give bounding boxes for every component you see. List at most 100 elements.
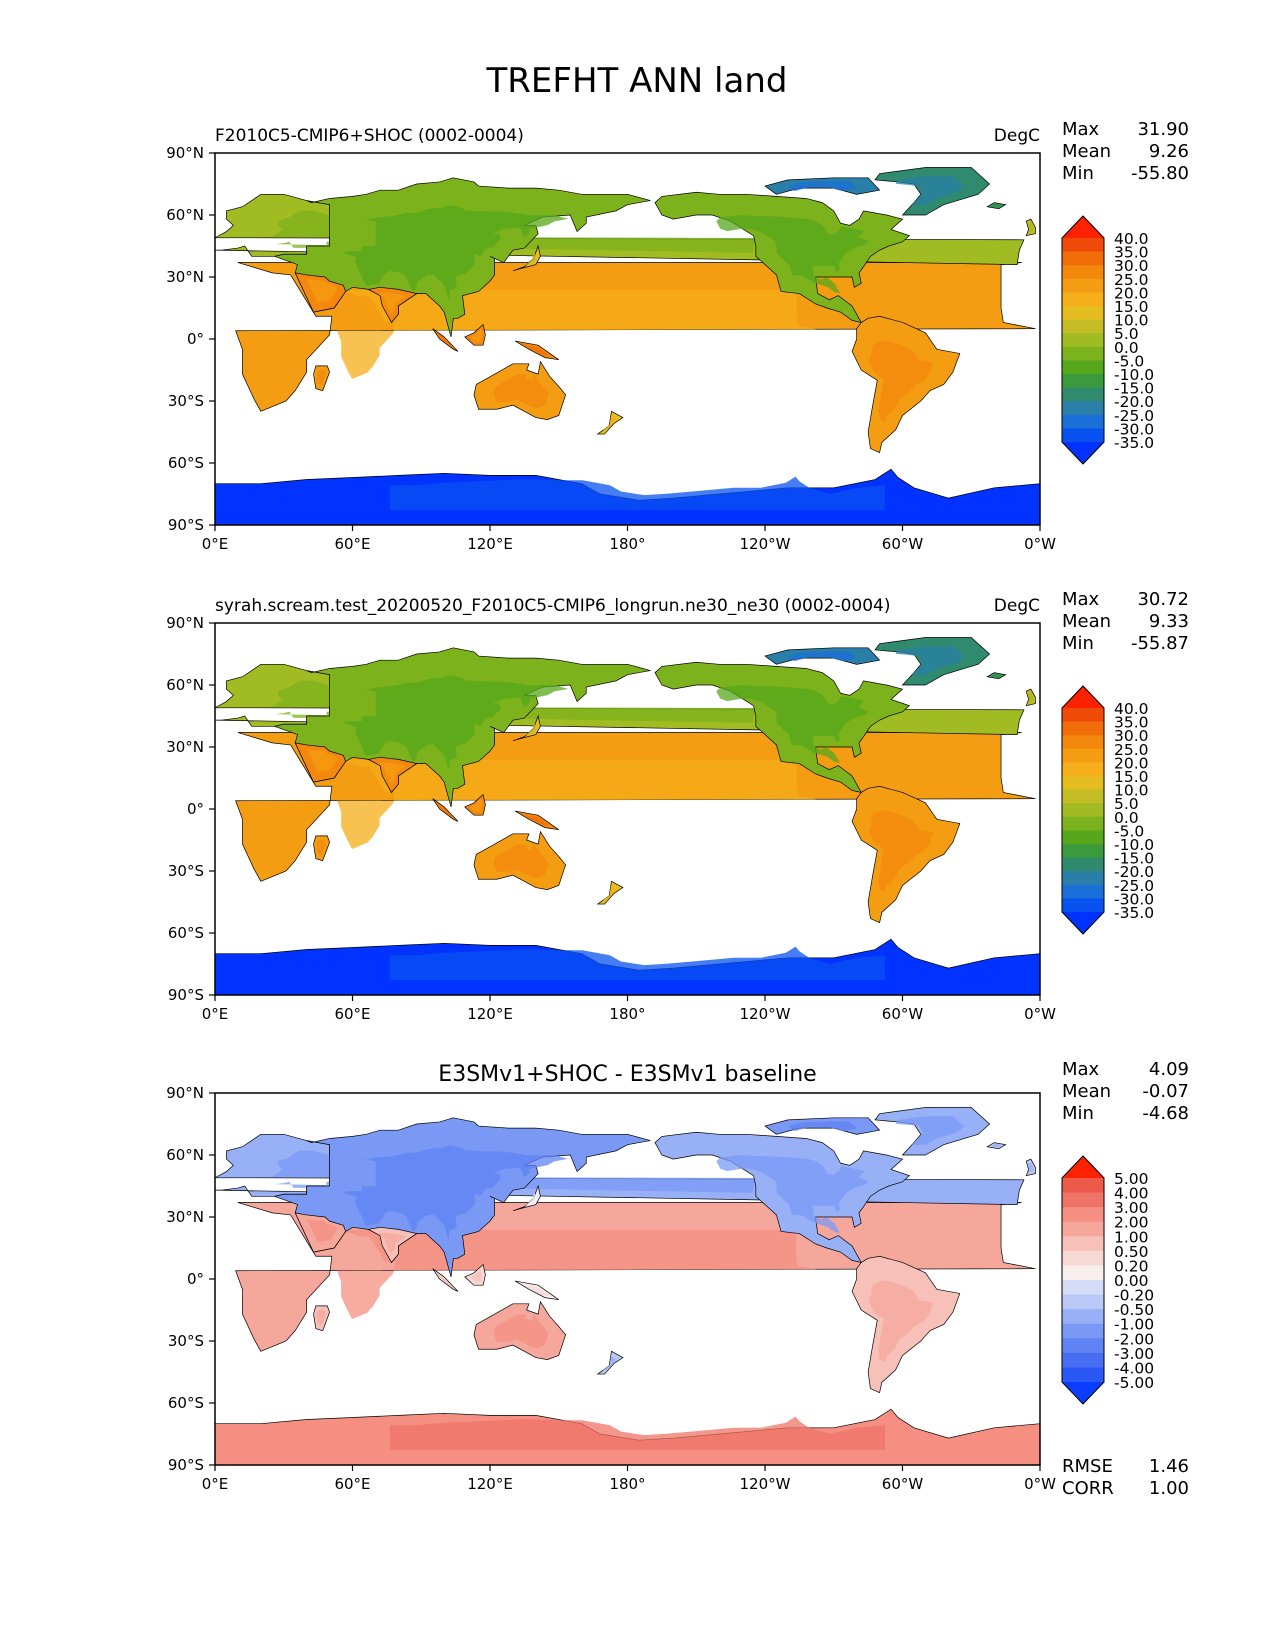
colorbar-tick-label: -35.0 [1114, 904, 1154, 922]
stat-label: Max [1062, 1059, 1100, 1080]
lon-tick-label: 120°E [467, 535, 513, 553]
lon-tick-label: 0°E [202, 535, 229, 553]
stat-value: 9.33 [1149, 611, 1189, 632]
lat-tick-label: 60°S [168, 1394, 204, 1412]
contour-band [389, 476, 885, 511]
contour-band [895, 176, 965, 205]
colorbar-tick-label: 40.0 [1114, 700, 1149, 718]
colorbar-segment [1062, 884, 1104, 899]
colorbar-tick-label: 5.0 [1114, 795, 1139, 813]
colorbar-tick-label: -10.0 [1114, 366, 1154, 384]
colorbar-segment [1062, 1280, 1104, 1296]
contour-band [342, 205, 569, 301]
colorbar-segment [1062, 265, 1104, 280]
colorbar-segment [1062, 735, 1104, 750]
colorbar-segment [1062, 816, 1104, 831]
colorbar-tick-label: 35.0 [1114, 714, 1149, 732]
contour-band [306, 278, 338, 303]
contour-band [493, 373, 549, 409]
contour-band [716, 1155, 869, 1234]
contour-band [895, 1116, 965, 1145]
stat-value: -0.07 [1142, 1081, 1189, 1102]
colorbar-tick-label: -30.0 [1114, 420, 1154, 438]
metric-label: CORR [1062, 1478, 1114, 1499]
colorbar-extend-min [1062, 1382, 1104, 1404]
lat-tick-label: 90°S [168, 1456, 204, 1474]
colorbar-tick-label: 3.00 [1114, 1199, 1149, 1217]
colorbar-segment [1062, 360, 1104, 375]
contour-band [990, 203, 1002, 208]
colorbar-segment [1062, 748, 1104, 763]
lat-tick-label: 30°N [166, 1208, 204, 1226]
colorbar-segment [1062, 1178, 1104, 1194]
colorbar-tick-label: 4.00 [1114, 1185, 1149, 1203]
contour-band [787, 651, 857, 662]
colorbar-extend-max [1062, 216, 1104, 238]
contour-band [895, 646, 965, 675]
metric-label: RMSE [1062, 1456, 1113, 1477]
colorbar-tick-label: 20.0 [1114, 754, 1149, 772]
colorbar-tick-label: 10.0 [1114, 782, 1149, 800]
stat-value: -4.68 [1142, 1103, 1189, 1124]
stat-label: Min [1062, 633, 1094, 654]
colorbar-tick-label: 20.0 [1114, 284, 1149, 302]
colorbar-tick-label: -30.0 [1114, 890, 1154, 908]
colorbar-segment [1062, 762, 1104, 777]
colorbar-tick-label: -0.50 [1114, 1301, 1154, 1319]
colorbar-tick-label: 0.0 [1114, 339, 1139, 357]
lon-tick-label: 180° [609, 1005, 645, 1023]
colorbar-tick-label: 25.0 [1114, 741, 1149, 759]
colorbar-segment [1062, 401, 1104, 416]
contour-band [868, 340, 934, 423]
contour-band [306, 748, 338, 773]
colorbar-segment [1062, 1367, 1104, 1383]
colorbar-tick-label: -35.0 [1114, 434, 1154, 452]
contour-band [316, 370, 327, 385]
stat-label: Max [1062, 589, 1100, 610]
lon-tick-label: 60°W [882, 1475, 924, 1493]
lat-tick-label: 30°N [166, 738, 204, 756]
contour-band [469, 329, 483, 342]
colorbar-tick-label: 40.0 [1114, 230, 1149, 248]
colorbar-segment [1062, 374, 1104, 389]
colorbar-segment [1062, 428, 1104, 443]
contour-band [519, 252, 536, 268]
contour-band [316, 840, 327, 855]
map-field [215, 153, 1040, 525]
contour-band [389, 946, 885, 981]
colorbar-tick-label: -3.00 [1114, 1345, 1154, 1363]
colorbar-tick-label: 15.0 [1114, 298, 1149, 316]
contour-band [524, 1284, 551, 1297]
contour-band [990, 673, 1002, 678]
panel-units: DegC [994, 596, 1040, 616]
contour-band [377, 292, 407, 314]
contour-band [519, 722, 536, 738]
colorbar-segment [1062, 1207, 1104, 1223]
lat-tick-label: 0° [187, 330, 204, 348]
colorbar-tick-label: -20.0 [1114, 863, 1154, 881]
contour-band [493, 1313, 549, 1349]
stat-value: 30.72 [1137, 589, 1189, 610]
colorbar: 40.035.030.025.020.015.010.05.00.0-5.0-1… [1061, 685, 1154, 935]
lon-tick-label: 120°W [740, 535, 791, 553]
contour-band [306, 1218, 338, 1243]
colorbar-tick-label: -15.0 [1114, 380, 1154, 398]
colorbar-tick-label: 25.0 [1114, 271, 1149, 289]
contour-band [787, 1121, 857, 1132]
metric-value: 1.00 [1149, 1478, 1189, 1499]
colorbar-segment [1062, 857, 1104, 872]
contour-band [469, 799, 483, 812]
contour-band [787, 181, 857, 192]
colorbar-tick-label: -2.00 [1114, 1330, 1154, 1348]
colorbar-tick-label: -4.00 [1114, 1359, 1154, 1377]
stat-label: Mean [1062, 141, 1111, 162]
colorbar-segment [1062, 708, 1104, 723]
colorbar-tick-label: 35.0 [1114, 244, 1149, 262]
stat-value: 31.90 [1137, 119, 1189, 140]
colorbar-tick-label: 5.0 [1114, 325, 1139, 343]
lon-tick-label: 0°E [202, 1005, 229, 1023]
lat-tick-label: 90°S [168, 986, 204, 1004]
colorbar-segment [1062, 278, 1104, 293]
lat-tick-label: 60°S [168, 454, 204, 472]
